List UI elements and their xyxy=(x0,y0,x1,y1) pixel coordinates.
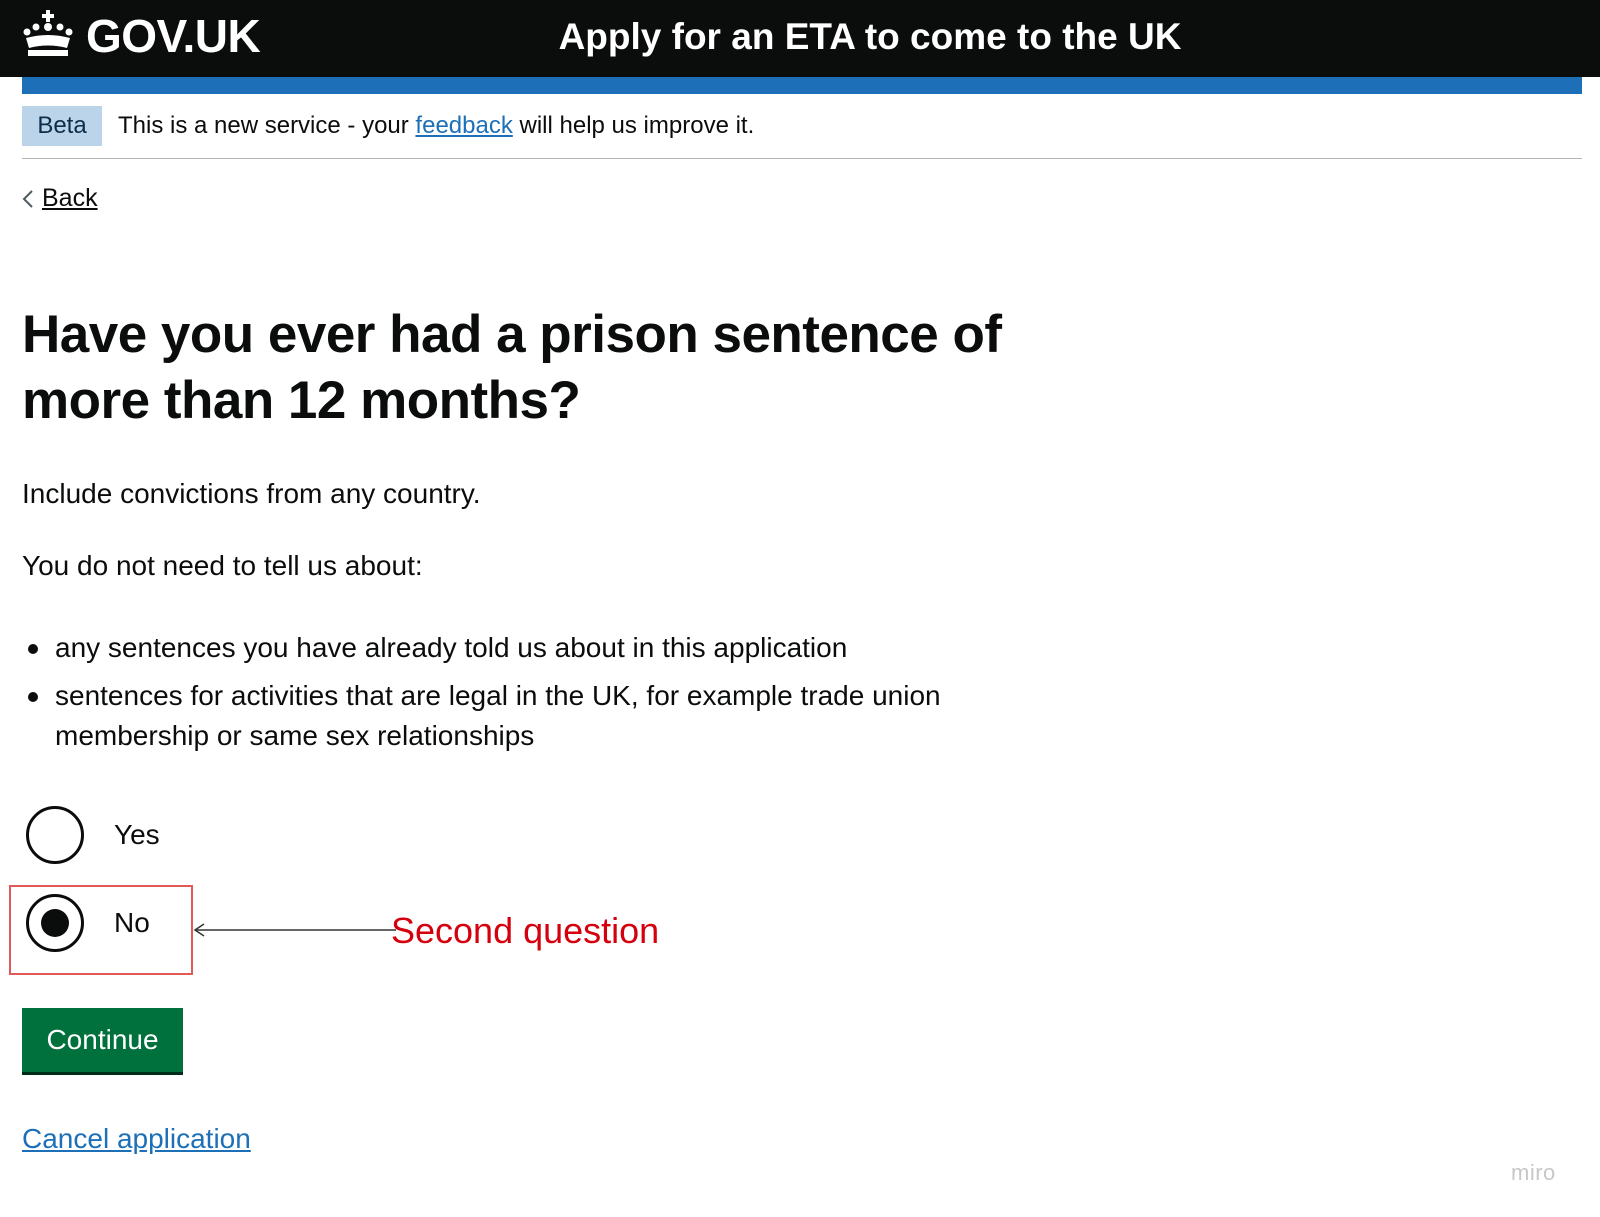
phase-text-before: This is a new service - your xyxy=(118,112,416,139)
radio-option-no[interactable]: No xyxy=(26,894,150,952)
radio-label-no[interactable]: No xyxy=(114,907,150,938)
phase-banner: Beta This is a new service - your feedba… xyxy=(22,106,1582,159)
feedback-link[interactable]: feedback xyxy=(415,112,513,139)
site-header: GOV.UK Apply for an ETA to come to the U… xyxy=(0,0,1600,77)
service-name[interactable]: Apply for an ETA to come to the UK xyxy=(558,16,1182,57)
phase-text-after: will help us improve it. xyxy=(512,112,755,139)
phase-banner-text: This is a new service - your feedback wi… xyxy=(118,112,754,140)
exclusions-list: any sentences you have already told us a… xyxy=(22,628,1042,764)
question-heading: Have you ever had a prison sentence of m… xyxy=(22,305,1002,430)
list-item-text: sentences for activities that are legal … xyxy=(55,680,941,751)
continue-button[interactable]: Continue xyxy=(22,1008,183,1072)
back-link-label: Back xyxy=(42,184,98,212)
govuk-logo-text[interactable]: GOV.UK xyxy=(86,10,261,62)
bullet-icon xyxy=(28,692,38,702)
list-item: any sentences you have already told us a… xyxy=(22,628,1042,668)
chevron-left-icon xyxy=(22,189,33,208)
cancel-application-link[interactable]: Cancel application xyxy=(22,1123,251,1154)
intro-text: Include convictions from any country. xyxy=(22,478,481,509)
annotation-arrow-icon xyxy=(193,923,396,937)
radio-button-no[interactable] xyxy=(26,894,84,952)
miro-watermark: miro xyxy=(1511,1160,1556,1185)
beta-tag: Beta xyxy=(22,106,102,146)
radio-button-yes[interactable] xyxy=(26,806,84,864)
header-blue-bar xyxy=(22,77,1582,94)
back-link[interactable]: Back xyxy=(22,184,98,213)
annotation-highlight-box xyxy=(9,885,193,975)
crown-logo-icon xyxy=(23,10,73,56)
radio-label-yes[interactable]: Yes xyxy=(114,819,160,850)
annotation-label: Second question xyxy=(391,910,660,951)
list-item: sentences for activities that are legal … xyxy=(22,676,1042,756)
bullet-icon xyxy=(28,644,38,654)
not-needed-text: You do not need to tell us about: xyxy=(22,550,423,581)
list-item-text: any sentences you have already told us a… xyxy=(55,632,848,663)
radio-option-yes[interactable]: Yes xyxy=(26,806,160,864)
